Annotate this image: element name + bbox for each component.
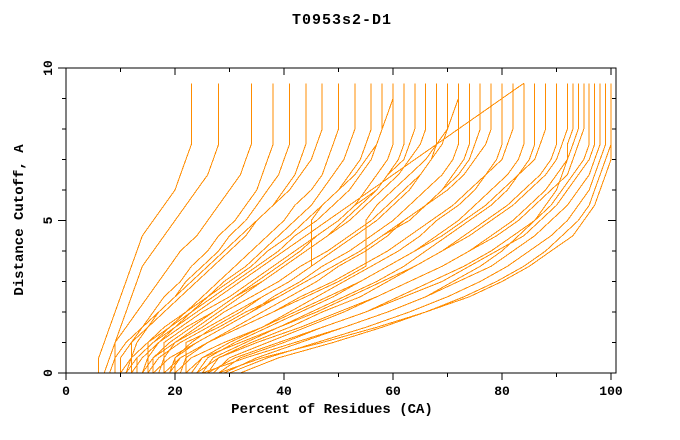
model-curve <box>103 83 220 374</box>
model-curve <box>207 83 596 374</box>
model-curve <box>174 83 547 374</box>
chart-title: T0953s2-D1 <box>291 12 392 29</box>
model-curve <box>185 83 568 374</box>
model-curve <box>218 83 612 374</box>
x-tick-label: 0 <box>62 384 70 399</box>
model-curve <box>141 83 448 374</box>
model-curve <box>229 83 607 374</box>
model-curve <box>114 83 252 373</box>
model-curve <box>207 83 557 374</box>
model-curve <box>169 83 459 374</box>
x-tick-label: 40 <box>276 384 292 399</box>
model-curve <box>130 83 307 373</box>
x-tick-label: 20 <box>167 384 183 399</box>
model-curve <box>223 83 601 374</box>
model-curve <box>125 83 290 374</box>
model-curve <box>125 82 525 374</box>
y-tick-label: 0 <box>41 369 56 377</box>
model-curve <box>98 83 192 373</box>
model-curve <box>163 83 427 373</box>
y-tick-label: 10 <box>41 60 56 76</box>
model-curve <box>147 83 394 374</box>
x-tick-label: 100 <box>599 384 623 399</box>
y-axis-label: Distance Cutoff, A <box>12 144 28 296</box>
model-curve <box>185 83 492 373</box>
model-curve <box>136 83 339 373</box>
model-curve <box>196 83 585 374</box>
x-tick-label: 60 <box>385 384 401 399</box>
x-tick-label: 80 <box>494 384 510 399</box>
model-curve <box>212 83 579 374</box>
model-curve <box>109 83 323 374</box>
model-curve <box>147 83 372 373</box>
model-curve <box>141 83 356 374</box>
y-tick-label: 5 <box>41 216 56 224</box>
model-curve <box>120 83 274 373</box>
model-curve <box>130 83 416 374</box>
model-curve <box>202 83 574 374</box>
model-curve <box>158 83 405 374</box>
model-curve <box>152 83 481 374</box>
model-curve <box>196 83 525 374</box>
x-axis-label: Percent of Residues (CA) <box>231 402 433 418</box>
